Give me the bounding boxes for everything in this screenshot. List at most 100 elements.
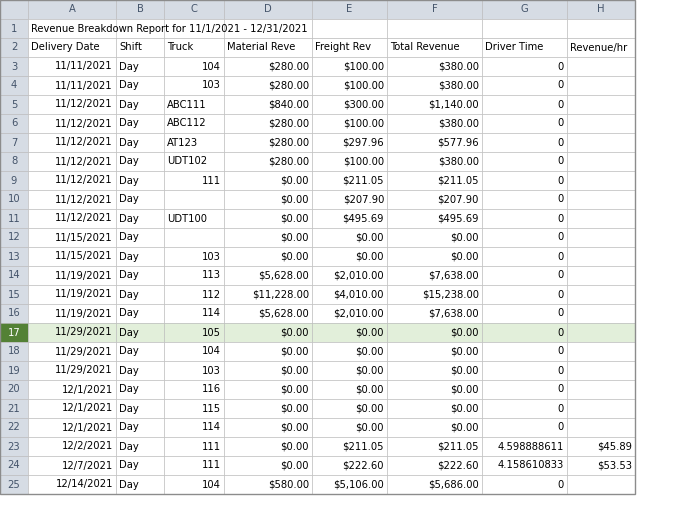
Bar bbox=[387, 437, 482, 456]
Bar bbox=[224, 399, 312, 418]
Bar bbox=[116, 418, 164, 437]
Text: 15: 15 bbox=[7, 290, 20, 299]
Bar bbox=[567, 323, 635, 342]
Bar bbox=[164, 38, 224, 57]
Text: Day: Day bbox=[119, 480, 139, 490]
Text: $0.00: $0.00 bbox=[280, 347, 309, 356]
Bar bbox=[0, 95, 28, 114]
Text: $0.00: $0.00 bbox=[450, 347, 479, 356]
Bar bbox=[482, 171, 567, 190]
Bar bbox=[28, 0, 116, 19]
Bar bbox=[0, 456, 28, 475]
Text: Day: Day bbox=[119, 441, 139, 452]
Bar bbox=[224, 228, 312, 247]
Bar bbox=[224, 38, 312, 57]
Text: 6: 6 bbox=[11, 119, 17, 128]
Bar bbox=[312, 437, 387, 456]
Bar bbox=[312, 171, 387, 190]
Text: $5,686.00: $5,686.00 bbox=[428, 480, 479, 490]
Text: $0.00: $0.00 bbox=[280, 404, 309, 413]
Bar bbox=[28, 342, 116, 361]
Bar bbox=[164, 152, 224, 171]
Bar bbox=[28, 114, 116, 133]
Bar bbox=[312, 19, 387, 38]
Text: 4: 4 bbox=[11, 80, 17, 91]
Bar bbox=[312, 304, 387, 323]
Text: Day: Day bbox=[119, 137, 139, 148]
Text: Day: Day bbox=[119, 309, 139, 319]
Bar bbox=[116, 475, 164, 494]
Text: UDT102: UDT102 bbox=[167, 156, 207, 166]
Text: 0: 0 bbox=[558, 423, 564, 433]
Text: 11/15/2021: 11/15/2021 bbox=[55, 233, 113, 242]
Bar bbox=[28, 19, 635, 38]
Text: Material Reve: Material Reve bbox=[227, 42, 295, 52]
Bar bbox=[0, 228, 28, 247]
Text: $100.00: $100.00 bbox=[343, 62, 384, 71]
Bar bbox=[387, 304, 482, 323]
Bar bbox=[0, 76, 28, 95]
Bar bbox=[28, 76, 116, 95]
Bar bbox=[224, 76, 312, 95]
Text: Revenue Breakdown Report for 11/1/2021 - 12/31/2021: Revenue Breakdown Report for 11/1/2021 -… bbox=[31, 23, 307, 34]
Bar bbox=[0, 266, 28, 285]
Bar bbox=[164, 171, 224, 190]
Bar bbox=[567, 228, 635, 247]
Text: $5,628.00: $5,628.00 bbox=[258, 270, 309, 281]
Text: $15,238.00: $15,238.00 bbox=[422, 290, 479, 299]
Text: 11/29/2021: 11/29/2021 bbox=[55, 327, 113, 338]
Text: 0: 0 bbox=[558, 233, 564, 242]
Bar bbox=[116, 361, 164, 380]
Bar bbox=[164, 456, 224, 475]
Bar bbox=[0, 399, 28, 418]
Bar bbox=[312, 323, 387, 342]
Bar bbox=[0, 304, 28, 323]
Text: $0.00: $0.00 bbox=[280, 461, 309, 470]
Bar bbox=[28, 380, 116, 399]
Bar bbox=[0, 380, 28, 399]
Bar bbox=[28, 418, 116, 437]
Bar bbox=[567, 247, 635, 266]
Text: $0.00: $0.00 bbox=[280, 366, 309, 376]
Bar bbox=[387, 399, 482, 418]
Text: $0.00: $0.00 bbox=[450, 384, 479, 395]
Text: ABC111: ABC111 bbox=[167, 99, 207, 109]
Bar bbox=[0, 19, 28, 38]
Text: $580.00: $580.00 bbox=[268, 480, 309, 490]
Bar bbox=[116, 266, 164, 285]
Text: $0.00: $0.00 bbox=[280, 176, 309, 185]
Text: $0.00: $0.00 bbox=[356, 366, 384, 376]
Text: 11/19/2021: 11/19/2021 bbox=[55, 309, 113, 319]
Bar bbox=[387, 0, 482, 19]
Bar bbox=[116, 152, 164, 171]
Text: 11/15/2021: 11/15/2021 bbox=[55, 252, 113, 262]
Bar bbox=[116, 209, 164, 228]
Bar bbox=[0, 57, 28, 76]
Text: $840.00: $840.00 bbox=[268, 99, 309, 109]
Bar bbox=[28, 57, 116, 76]
Text: $280.00: $280.00 bbox=[268, 156, 309, 166]
Bar bbox=[28, 152, 116, 171]
Text: 11/19/2021: 11/19/2021 bbox=[55, 270, 113, 281]
Text: Day: Day bbox=[119, 366, 139, 376]
Text: 8: 8 bbox=[11, 156, 17, 166]
Bar bbox=[482, 133, 567, 152]
Text: 11/12/2021: 11/12/2021 bbox=[55, 119, 113, 128]
Text: Day: Day bbox=[119, 252, 139, 262]
Text: 0: 0 bbox=[558, 137, 564, 148]
Bar bbox=[164, 95, 224, 114]
Bar bbox=[312, 399, 387, 418]
Bar bbox=[482, 323, 567, 342]
Text: Day: Day bbox=[119, 233, 139, 242]
Bar bbox=[387, 95, 482, 114]
Bar bbox=[567, 304, 635, 323]
Bar bbox=[567, 285, 635, 304]
Text: AT123: AT123 bbox=[167, 137, 198, 148]
Bar bbox=[0, 342, 28, 361]
Text: $280.00: $280.00 bbox=[268, 62, 309, 71]
Text: $0.00: $0.00 bbox=[280, 327, 309, 338]
Bar bbox=[567, 266, 635, 285]
Bar bbox=[224, 57, 312, 76]
Bar bbox=[224, 323, 312, 342]
Text: 0: 0 bbox=[558, 309, 564, 319]
